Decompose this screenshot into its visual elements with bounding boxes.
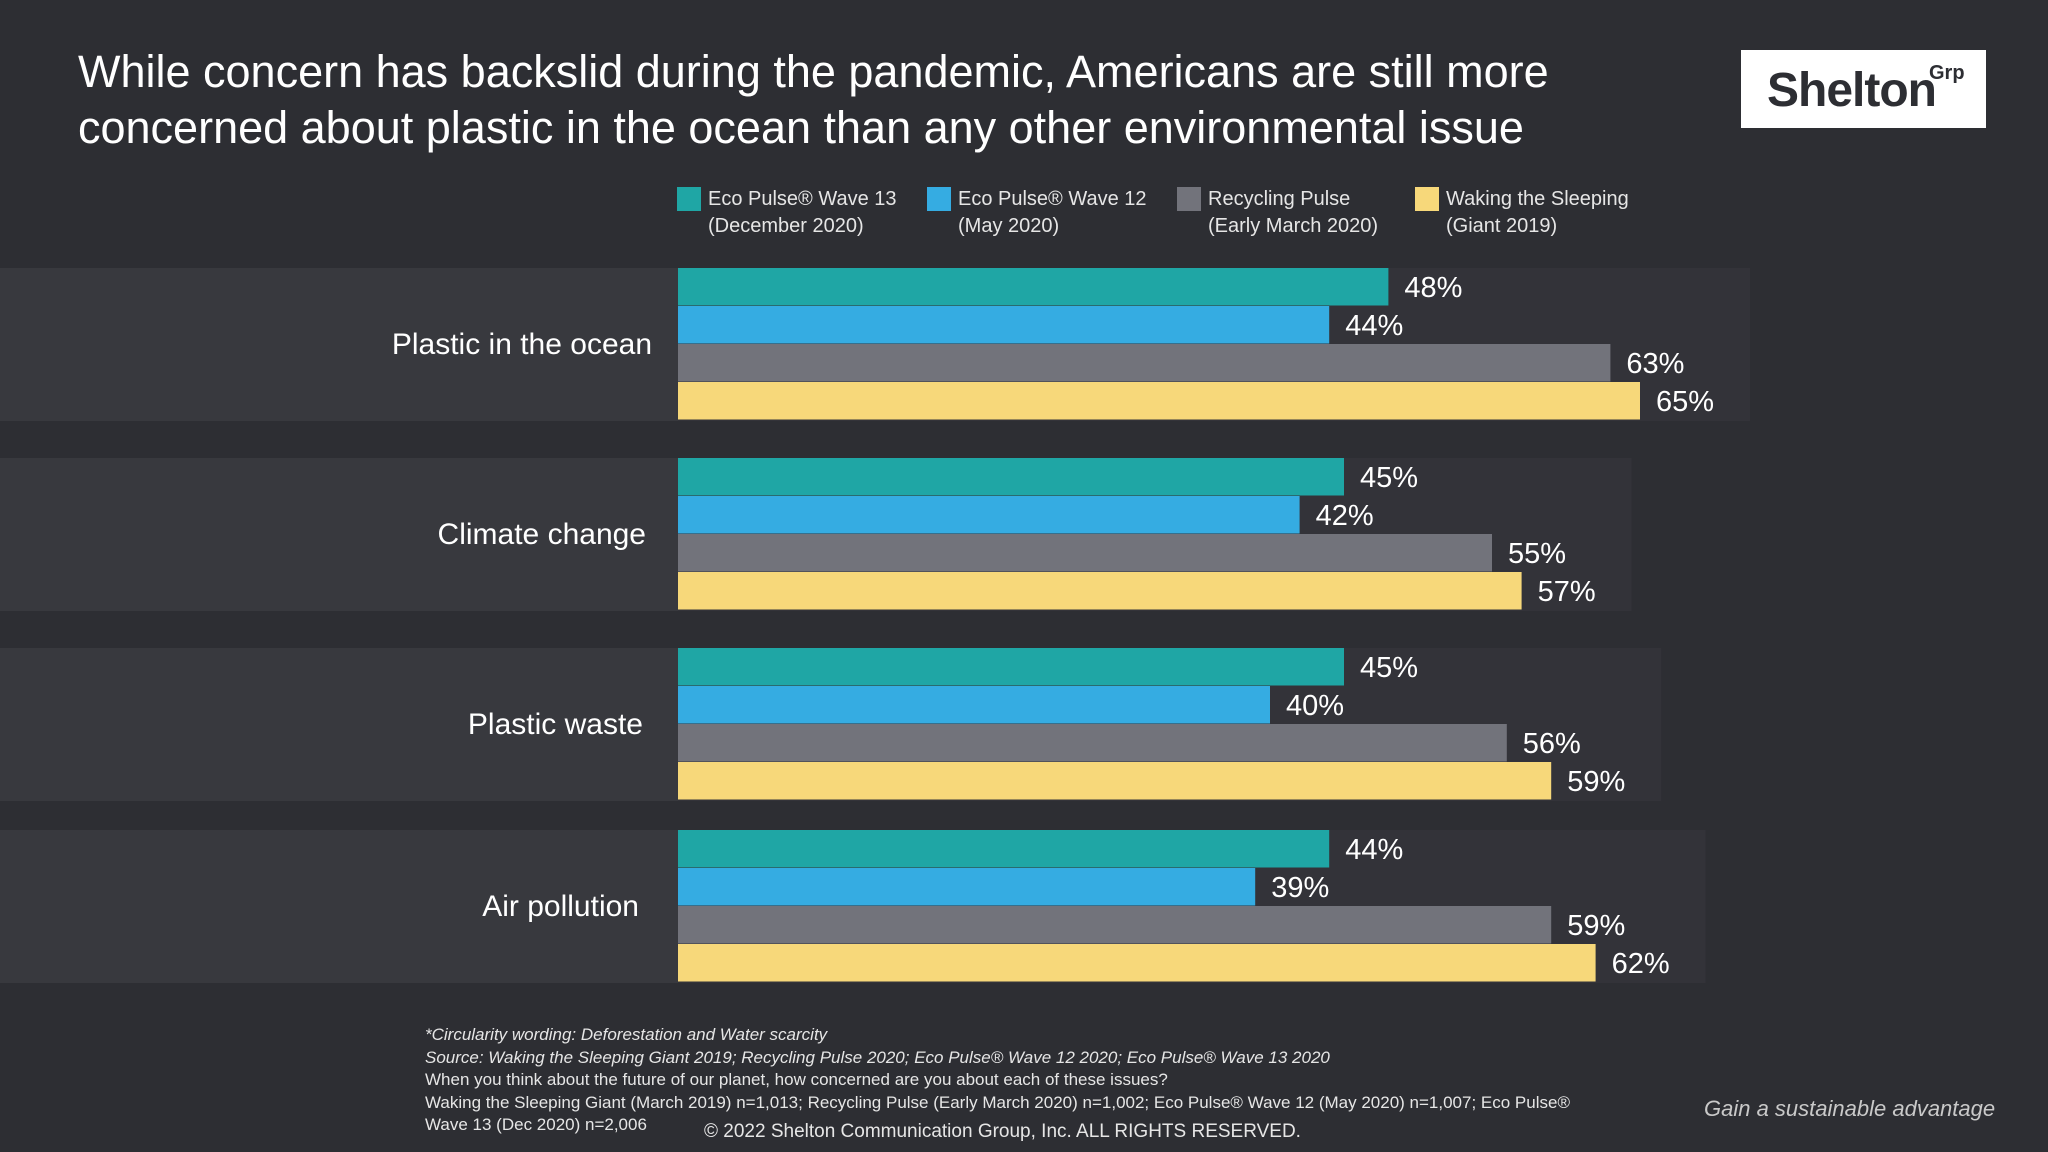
- legend-swatch: [1177, 187, 1201, 211]
- category-label: Plastic waste: [468, 708, 643, 741]
- legend-label: (May 2020): [958, 215, 1059, 237]
- legend-label: (Giant 2019): [1446, 215, 1557, 237]
- data-label: 59%: [1567, 910, 1625, 942]
- data-label: 42%: [1316, 500, 1374, 532]
- footnotes: *Circularity wording: Deforestation and …: [425, 1024, 1695, 1137]
- page-title: While concern has backslid during the pa…: [78, 46, 1549, 153]
- category-band: [0, 458, 678, 611]
- category-band: [0, 830, 678, 983]
- data-label: 39%: [1271, 872, 1329, 904]
- bar: [678, 306, 1330, 344]
- data-label: 45%: [1360, 652, 1418, 684]
- bar: [678, 458, 1344, 496]
- data-label: 59%: [1567, 766, 1625, 798]
- tagline: Gain a sustainable advantage: [1704, 1096, 1996, 1121]
- category-band: [0, 268, 678, 421]
- legend-swatch: [677, 187, 701, 211]
- data-label: 56%: [1523, 728, 1581, 760]
- legend-swatch: [1415, 187, 1439, 211]
- data-label: 65%: [1656, 386, 1714, 418]
- bar: [678, 762, 1552, 800]
- bar: [678, 648, 1344, 686]
- footnote-samples: Waking the Sleeping Giant (March 2019) n…: [425, 1092, 1570, 1112]
- bar: [678, 724, 1507, 762]
- copyright: © 2022 Shelton Communication Group, Inc.…: [704, 1121, 1301, 1142]
- bar: [678, 686, 1270, 724]
- legend-label: (Early March 2020): [1208, 215, 1378, 237]
- category-band: [0, 648, 678, 801]
- bar-chart: Eco Pulse® Wave 13 (December 2020) Eco Pul…: [0, 187, 1715, 983]
- category-label: Air pollution: [482, 890, 639, 923]
- bar: [678, 868, 1256, 906]
- data-label: 57%: [1538, 576, 1596, 608]
- footnote-wording: *Circularity wording: Deforestation and …: [425, 1025, 828, 1044]
- data-label: 44%: [1345, 834, 1403, 866]
- data-label: 48%: [1404, 272, 1462, 304]
- legend-label: (December 2020): [708, 215, 864, 237]
- data-label: 45%: [1360, 462, 1418, 494]
- bar: [678, 268, 1389, 306]
- legend-label: Eco Pulse® Wave 12: [958, 188, 1147, 210]
- category-label: Plastic in the ocean: [392, 328, 652, 361]
- category-label: Climate change: [438, 518, 646, 551]
- logo-wordmark: Shelton: [1767, 64, 1937, 117]
- legend-swatch: [927, 187, 951, 211]
- legend-label: Eco Pulse® Wave 13: [708, 188, 897, 210]
- bar: [678, 382, 1640, 420]
- data-label: 40%: [1286, 690, 1344, 722]
- footnote-samples-cont: Wave 13 (Dec 2020) n=2,006: [425, 1115, 647, 1134]
- data-label: 44%: [1345, 310, 1403, 342]
- bar: [678, 830, 1330, 868]
- bar: [678, 906, 1552, 944]
- bar: [678, 496, 1300, 534]
- logo-superscript: Grp: [1929, 62, 1965, 84]
- data-label: 62%: [1612, 948, 1670, 980]
- shelton-grp-logo: Shelton Grp: [1741, 50, 1986, 128]
- data-label: 55%: [1508, 538, 1566, 570]
- bar: [678, 534, 1492, 572]
- bar: [678, 944, 1596, 982]
- footnote-question: When you think about the future of our p…: [425, 1070, 1168, 1089]
- data-label: 63%: [1626, 348, 1684, 380]
- bar: [678, 572, 1522, 610]
- legend-label: Waking the Sleeping: [1446, 188, 1629, 210]
- legend-label: Recycling Pulse: [1208, 188, 1350, 210]
- bar: [678, 344, 1611, 382]
- footnote-source: Source: Waking the Sleeping Giant 2019; …: [425, 1047, 1330, 1067]
